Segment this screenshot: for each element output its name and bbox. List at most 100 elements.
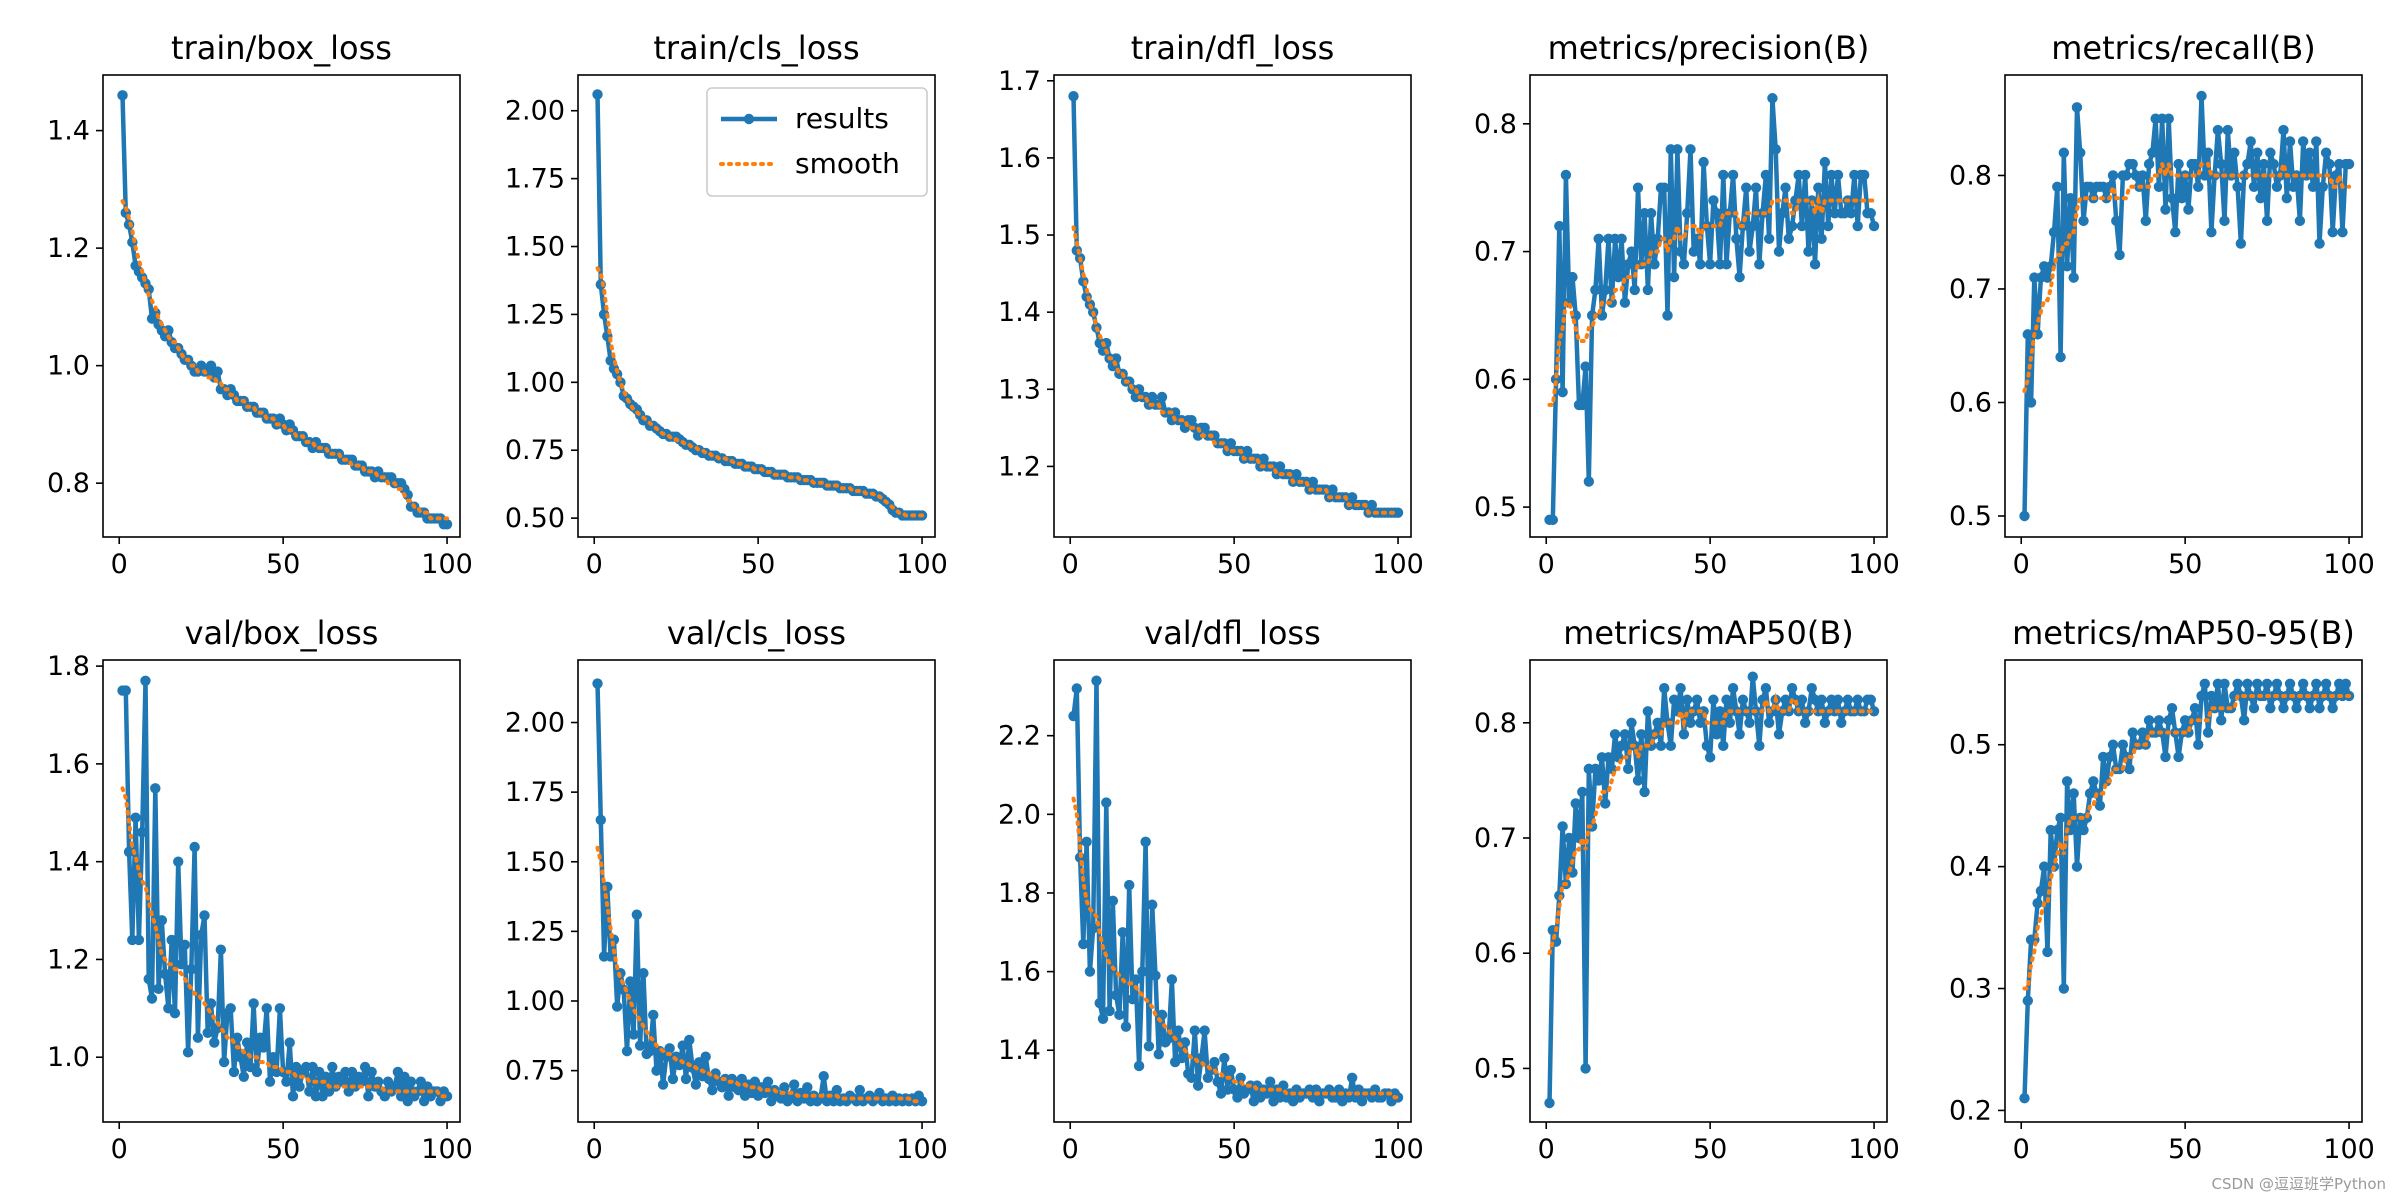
results-point xyxy=(1704,259,1716,270)
y-tick-label: 0.8 xyxy=(47,468,90,499)
results-point xyxy=(2265,147,2276,158)
x-tick-label: 50 xyxy=(266,549,300,580)
chart-panel-val-dfl-loss: val/dfl_loss 0 50 100 1.4 1.6 1.8 2.0 2.2 xyxy=(998,614,1424,1165)
results-point xyxy=(1202,1072,1214,1083)
y-tick-label: 0.4 xyxy=(1949,852,1992,883)
chart-title: train/dfl_loss xyxy=(1131,29,1335,67)
results-point xyxy=(215,944,227,955)
results-point xyxy=(2088,776,2099,787)
results-point xyxy=(2166,702,2178,714)
results-point xyxy=(2327,227,2338,238)
results-point xyxy=(1865,694,1876,705)
x-tick-label: 50 xyxy=(1693,549,1727,580)
results-point xyxy=(1228,1084,1240,1095)
results-point xyxy=(1655,740,1667,752)
results-point xyxy=(254,1032,266,1043)
chart-title: val/box_loss xyxy=(185,614,379,652)
results-point xyxy=(1865,208,1876,219)
plot-area xyxy=(1068,675,1404,1107)
x-tick-label: 100 xyxy=(1372,549,1424,580)
results-point xyxy=(648,1009,659,1021)
results-series-line xyxy=(1071,678,1400,1104)
results-point xyxy=(1685,144,1696,155)
results-point xyxy=(2055,812,2066,824)
results-point xyxy=(2284,678,2296,689)
chart-panel-metrics-map50-95-b: metrics/mAP50-95(B) 0 50 100 0.2 0.3 0.4 0.5 xyxy=(1949,614,2375,1165)
results-point xyxy=(2160,204,2171,215)
y-tick-label: 1.2 xyxy=(998,451,1041,482)
results-point xyxy=(1153,1048,1164,1060)
results-point xyxy=(251,1066,263,1078)
results-point xyxy=(1796,694,1808,705)
results-point xyxy=(916,1096,928,1107)
results-point xyxy=(1763,717,1775,728)
y-tick-label: 2.00 xyxy=(505,708,565,739)
results-point xyxy=(2284,136,2296,147)
smooth-series-line xyxy=(1071,796,1401,1100)
plot-area xyxy=(2019,90,2355,522)
chart-title: val/dfl_loss xyxy=(1144,614,1321,652)
results-point xyxy=(1711,208,1722,219)
results-point xyxy=(1711,729,1722,740)
results-point xyxy=(2193,739,2204,750)
results-point xyxy=(2019,510,2030,522)
results-point xyxy=(356,1076,368,1087)
results-point xyxy=(1747,220,1758,232)
y-tick-label: 0.75 xyxy=(505,1056,565,1087)
results-point xyxy=(2317,181,2329,193)
y-tick-label: 0.50 xyxy=(505,503,565,534)
results-point xyxy=(2245,136,2256,147)
y-tick-label: 0.7 xyxy=(1949,274,1992,305)
chart-title: val/cls_loss xyxy=(667,614,846,652)
results-point xyxy=(1721,694,1732,705)
results-point xyxy=(1701,740,1713,752)
results-point xyxy=(2219,215,2230,227)
results-point xyxy=(1819,156,1831,168)
results-point xyxy=(1727,683,1739,694)
results-point xyxy=(1691,694,1703,705)
results-point xyxy=(1590,763,1601,775)
results-point xyxy=(2035,885,2047,897)
results-point xyxy=(1140,836,1151,848)
results-point xyxy=(1685,717,1696,728)
results-point xyxy=(2143,715,2155,726)
y-tick-label: 1.75 xyxy=(505,777,565,808)
results-point xyxy=(2307,181,2319,193)
x-tick-label: 0 xyxy=(2013,549,2030,580)
chart-panel-metrics-precision-b: metrics/precision(B) 0 50 100 0.5 0.6 0.7 0.8 xyxy=(1474,29,1900,580)
results-point xyxy=(1708,694,1719,705)
axes-frame xyxy=(2004,659,2363,1123)
results-point xyxy=(1645,208,1657,219)
results-point xyxy=(2196,90,2207,102)
results-point xyxy=(2294,215,2306,227)
results-point xyxy=(2019,1093,2030,1104)
legend-smooth-label: smooth xyxy=(795,147,900,180)
results-series-line xyxy=(2022,681,2352,1099)
results-point xyxy=(2160,751,2171,763)
results-point xyxy=(1084,966,1096,977)
results-point xyxy=(1754,259,1765,270)
results-point xyxy=(1632,775,1644,786)
y-tick-label: 1.8 xyxy=(47,651,90,682)
results-point xyxy=(700,1051,711,1062)
y-tick-label: 1.4 xyxy=(47,847,90,878)
results-point xyxy=(1786,220,1798,232)
axes-frame xyxy=(2004,74,2363,538)
results-point xyxy=(1780,182,1791,193)
results-point xyxy=(1346,1072,1358,1083)
results-point xyxy=(1868,220,1880,232)
results-point xyxy=(1577,399,1588,411)
results-point xyxy=(638,967,649,979)
results-point xyxy=(1590,284,1601,296)
x-tick-label: 0 xyxy=(1062,1134,1079,1165)
results-point xyxy=(651,1065,662,1076)
x-tick-label: 50 xyxy=(741,1134,775,1165)
results-point xyxy=(621,1045,633,1057)
results-point xyxy=(1714,706,1726,717)
results-point xyxy=(690,1079,702,1090)
results-point xyxy=(1852,694,1863,705)
results-point xyxy=(258,1042,269,1053)
legend: results smooth xyxy=(706,87,928,197)
results-point xyxy=(1173,1025,1184,1036)
results-point xyxy=(1744,246,1755,257)
